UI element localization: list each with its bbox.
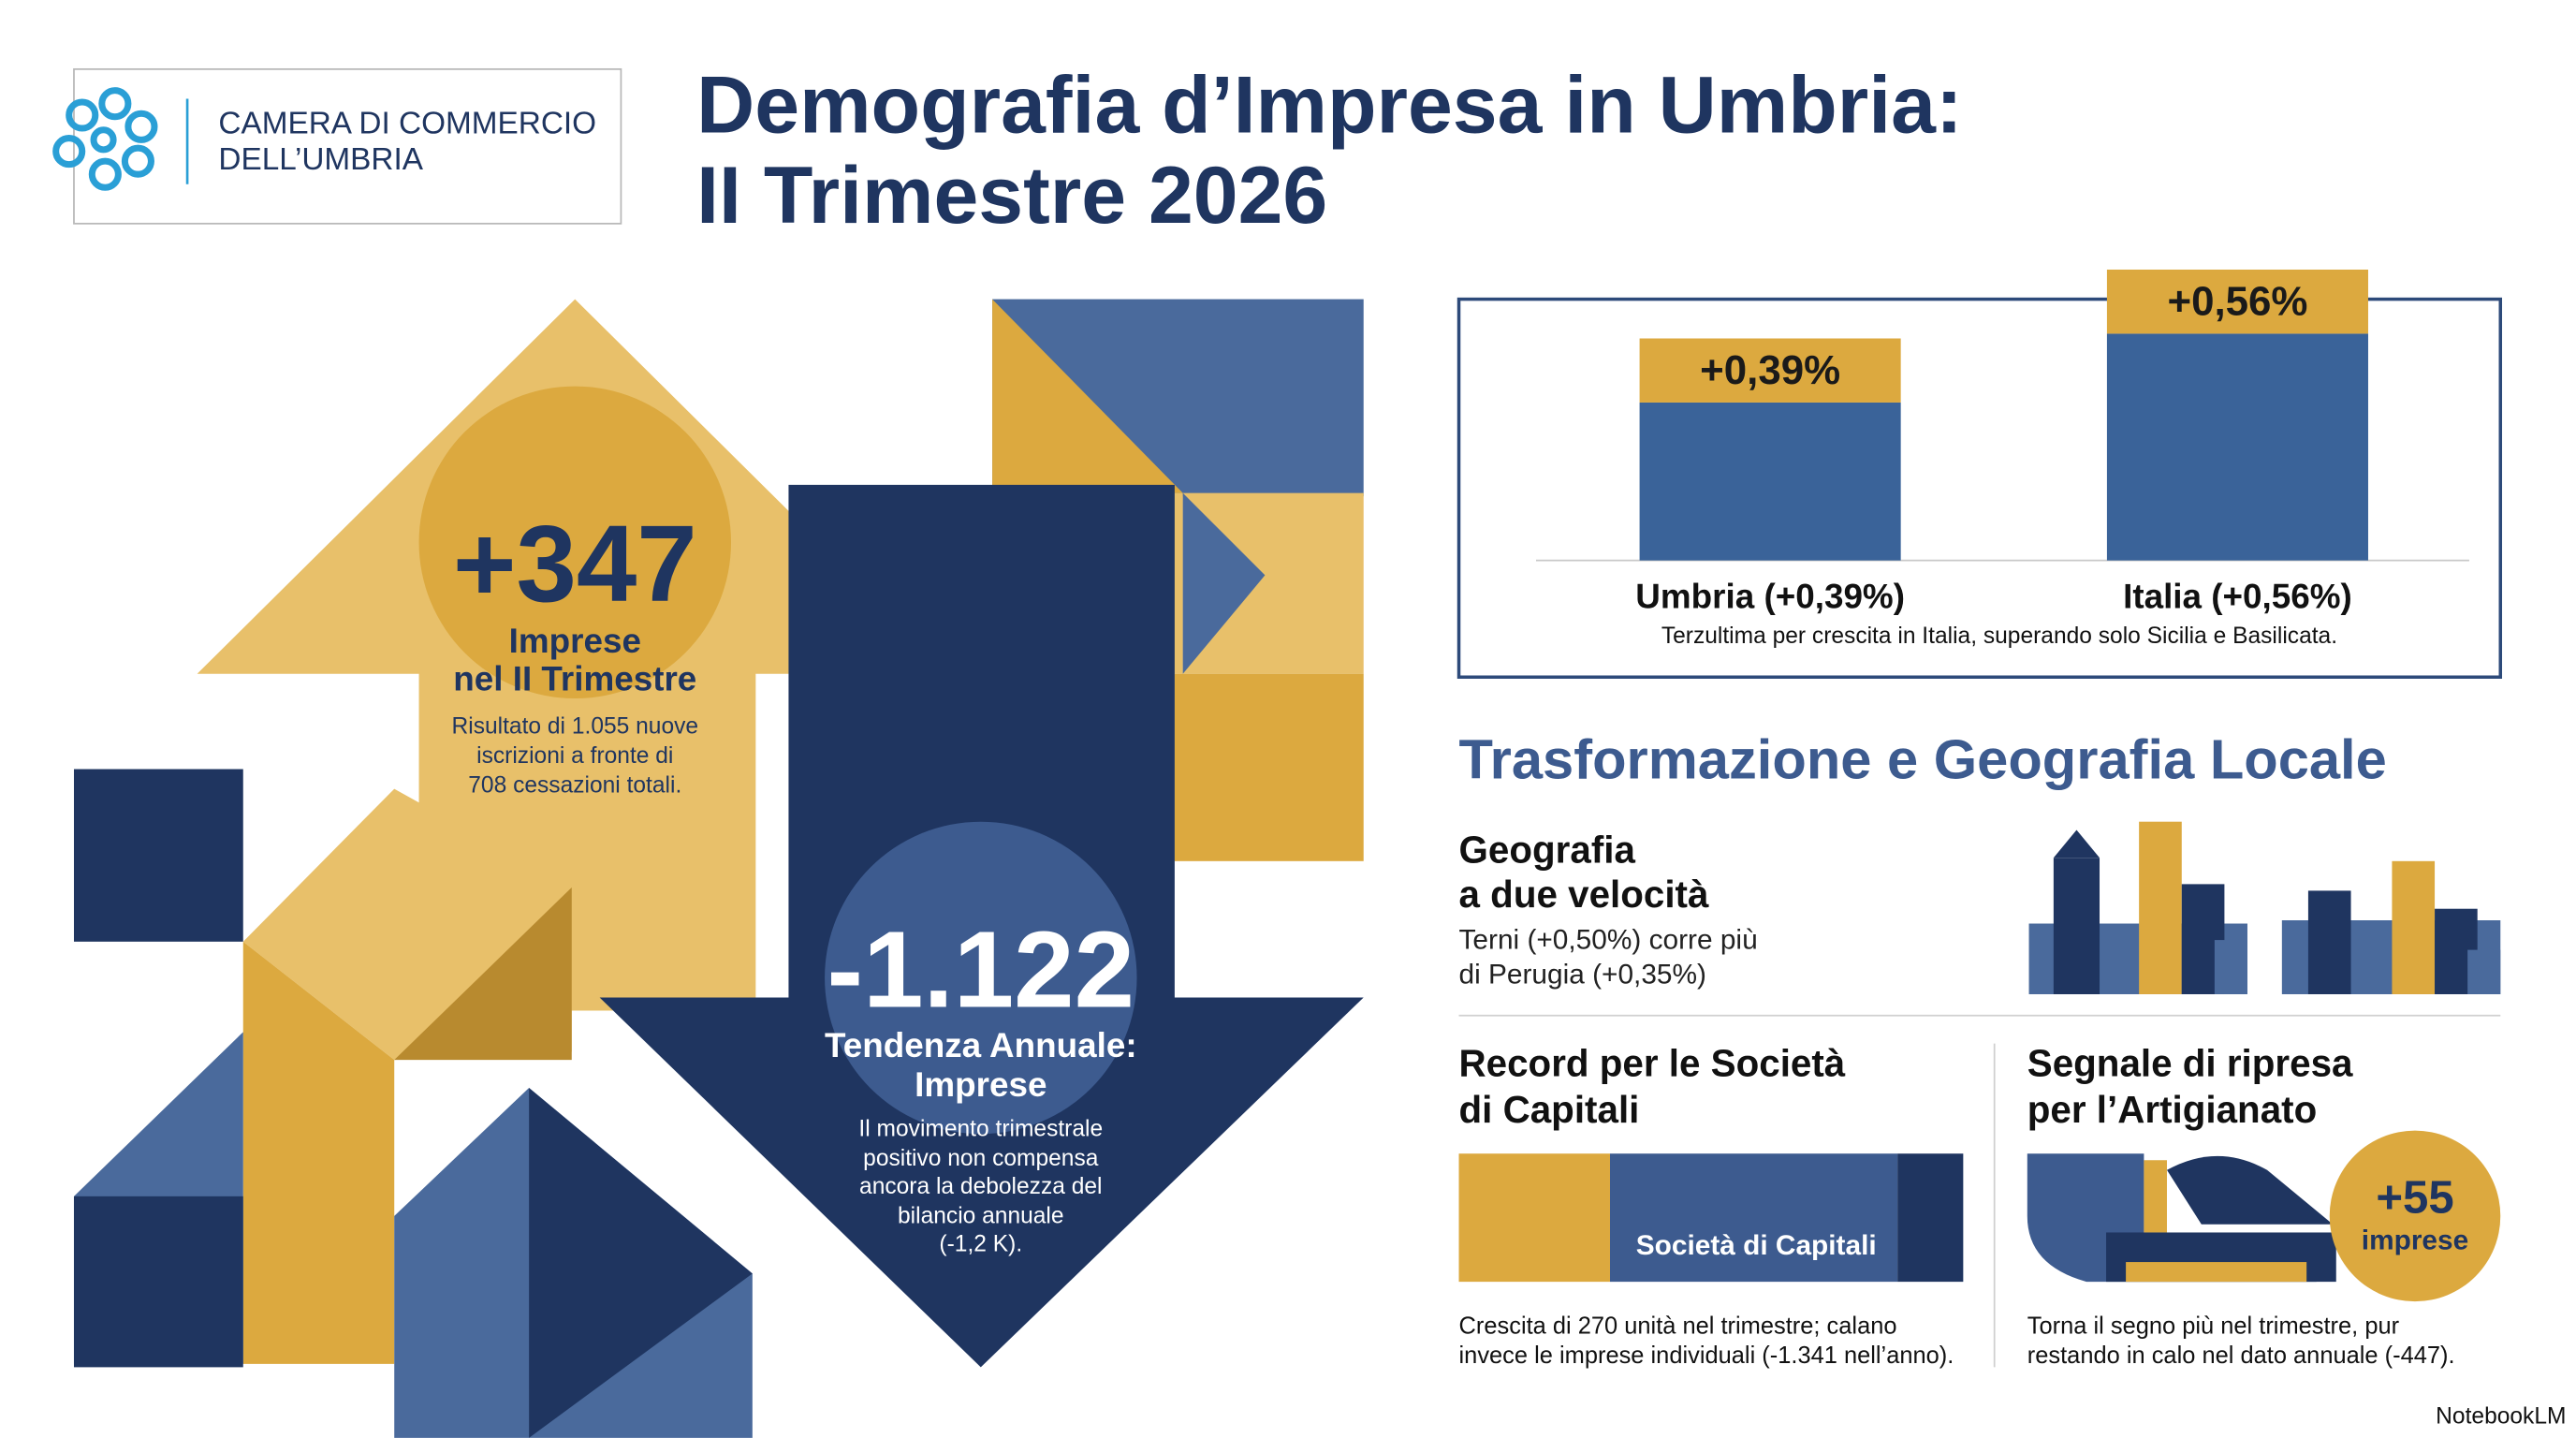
- bar-label-band: [2106, 269, 2368, 334]
- kpi-note: 708 cessazioni totali.: [468, 773, 681, 799]
- kpi-label: Imprese: [915, 1065, 1046, 1104]
- block-title: Record per le Società: [1459, 1042, 1846, 1085]
- bar-label-band: [1639, 338, 1901, 403]
- kpi-note: Risultato di 1.055 nuove: [452, 713, 699, 739]
- chart-frame: [1456, 297, 2503, 679]
- value-label: +0,39%: [1700, 347, 1840, 393]
- kpi-note: (-1,2 K).: [939, 1231, 1022, 1256]
- bar: [2106, 333, 2368, 561]
- badge-value: +55: [2376, 1173, 2453, 1224]
- category-label: Italia (+0,56%): [2123, 578, 2352, 616]
- kpi-label: Imprese: [509, 622, 641, 660]
- block-text: invece le imprese individuali (-1.341 ne…: [1459, 1343, 1954, 1369]
- block-title: Geografia: [1459, 829, 1636, 872]
- block-text: di Perugia (+0,35%): [1459, 959, 1706, 990]
- city-icon: [2028, 821, 2501, 994]
- block-text: Torna il segno più nel trimestre, pur: [2027, 1313, 2400, 1340]
- capital-band: [1897, 1153, 1964, 1283]
- kpi-note: positivo non compensa: [863, 1146, 1099, 1171]
- kpi-label: nel II Trimestre: [453, 659, 696, 697]
- kpi-note: bilancio annuale: [898, 1203, 1064, 1228]
- block-title: per l’Artigianato: [2027, 1088, 2317, 1131]
- kpi-note: iscrizioni a fronte di: [476, 743, 673, 769]
- band-label: Società di Capitali: [1636, 1230, 1877, 1261]
- crafts-icon: [2027, 1153, 2336, 1283]
- logo-box: [73, 67, 622, 225]
- kpi-note: Il movimento trimestrale: [858, 1116, 1103, 1141]
- badge-label: imprese: [2362, 1225, 2468, 1256]
- block-title: a due velocità: [1459, 873, 1709, 916]
- art: [73, 299, 1364, 1438]
- kpi-label: Tendenza Annuale:: [825, 1026, 1137, 1064]
- kpi-note: ancora la debolezza del: [859, 1174, 1102, 1199]
- value-label: +0,56%: [2167, 279, 2307, 325]
- kpi-value: +347: [453, 503, 697, 624]
- brand: NotebookLM: [2436, 1404, 2566, 1430]
- block-text: restando in calo nel dato annuale (-447)…: [2027, 1343, 2455, 1369]
- block-text: Terni (+0,50%) corre più: [1459, 925, 1758, 956]
- title: Demografia d’Impresa in Umbria:: [696, 60, 1962, 150]
- badge: [2329, 1130, 2501, 1302]
- block-title: di Capitali: [1459, 1088, 1640, 1131]
- title: II Trimestre 2026: [696, 151, 1327, 241]
- logo-icon: [52, 87, 158, 191]
- capital-band: [1458, 1153, 1610, 1283]
- section-title: Trasformazione e Geografia Locale: [1459, 727, 2387, 790]
- block-title: Segnale di ripresa: [2027, 1042, 2353, 1085]
- block-text: Crescita di 270 unità nel trimestre; cal…: [1459, 1313, 1897, 1340]
- category-label: Umbria (+0,39%): [1635, 578, 1905, 616]
- bar: [1639, 402, 1901, 561]
- chart-caption: Terzultima per crescita in Italia, super…: [1661, 624, 2337, 649]
- logo-text: DELL’UMBRIA: [218, 142, 423, 177]
- capital-band: [1610, 1153, 1898, 1283]
- logo-text: CAMERA DI COMMERCIO: [218, 106, 596, 140]
- kpi-value: -1.122: [827, 909, 1134, 1031]
